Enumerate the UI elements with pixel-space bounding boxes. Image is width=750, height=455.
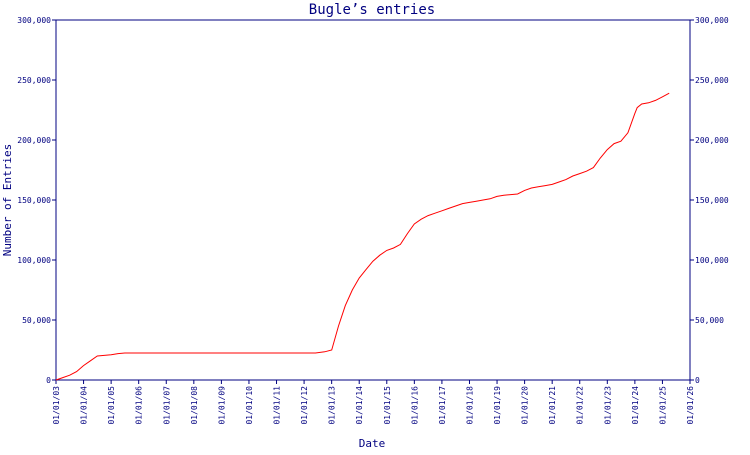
series-line-entries <box>55 92 670 381</box>
x-tick-label: 01/01/16 <box>410 386 419 425</box>
x-tick-label: 01/01/23 <box>603 386 612 425</box>
x-tick-label: 01/01/06 <box>135 386 144 425</box>
y-tick-label-left: 100,000 <box>17 256 51 265</box>
y-tick-label-left: 0 <box>46 376 51 385</box>
y-tick-label-right: 300,000 <box>695 16 729 25</box>
y-tick-label-left: 150,000 <box>17 196 51 205</box>
x-tick-label: 01/01/17 <box>438 386 447 425</box>
x-axis-label: Date <box>359 437 386 450</box>
x-tick-label: 01/01/14 <box>355 386 364 425</box>
x-tick-label: 01/01/10 <box>245 386 254 425</box>
y-tick-label-right: 0 <box>695 376 700 385</box>
x-axis: 01/01/03 01/01/04 01/01/05 01/01/06 01/01/07… <box>52 380 695 425</box>
y-tick-label-left: 50,000 <box>22 316 51 325</box>
y-tick-label-right: 100,000 <box>695 256 729 265</box>
y-axis-label: Number of Entries <box>1 144 14 257</box>
y-tick-label-left: 200,000 <box>17 136 51 145</box>
y-tick-label-left: 300,000 <box>17 16 51 25</box>
y-tick-label-right: 150,000 <box>695 196 729 205</box>
x-tick-label: 01/01/03 <box>52 386 61 425</box>
chart-title: Bugle’s entries <box>309 2 435 18</box>
x-tick-label: 01/01/07 <box>162 386 171 425</box>
x-tick-label: 01/01/18 <box>465 386 474 425</box>
plot-frame <box>55 19 691 381</box>
y-tick-label-left: 250,000 <box>17 76 51 85</box>
y-tick-label-right: 200,000 <box>695 136 729 145</box>
y-axis-right: 0 50,000 100,000 150,000 200,000 250,000 300,0… <box>690 16 729 385</box>
x-tick-label: 01/01/09 <box>217 386 226 425</box>
x-tick-label: 01/01/04 <box>80 386 89 425</box>
x-tick-label: 01/01/26 <box>686 386 695 425</box>
y-axis-left: 0 50,000 100,000 150,000 200,000 250,000 300,0… <box>17 16 56 385</box>
x-tick-label: 01/01/05 <box>107 386 116 425</box>
x-tick-label: 01/01/24 <box>631 386 640 425</box>
x-tick-label: 01/01/15 <box>383 386 392 425</box>
x-tick-label: 01/01/21 <box>548 386 557 425</box>
x-tick-label: 01/01/08 <box>190 386 199 425</box>
x-tick-label: 01/01/19 <box>493 386 502 425</box>
y-tick-label-right: 50,000 <box>695 316 724 325</box>
x-tick-label: 01/01/20 <box>521 386 530 425</box>
x-tick-label: 01/01/22 <box>576 386 585 425</box>
x-tick-label: 01/01/25 <box>658 386 667 425</box>
x-tick-label: 01/01/12 <box>300 386 309 425</box>
x-tick-label: 01/01/13 <box>328 386 337 425</box>
y-tick-label-right: 250,000 <box>695 76 729 85</box>
x-tick-label: 01/01/11 <box>273 386 282 425</box>
